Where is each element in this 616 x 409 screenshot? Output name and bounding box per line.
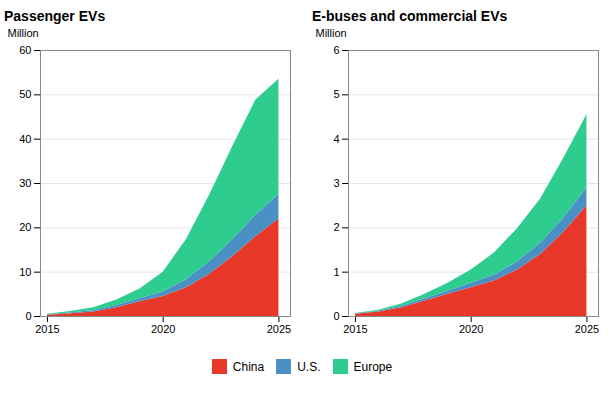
svg-text:2025: 2025 <box>575 323 599 335</box>
html-text:Europe: Europe <box>353 359 393 374</box>
svg-text:4: 4 <box>333 133 339 145</box>
svg-text:2015: 2015 <box>343 323 367 335</box>
svg-text:2020: 2020 <box>151 323 175 335</box>
svg-text:Million: Million <box>8 27 39 39</box>
svg-text:60: 60 <box>19 44 31 56</box>
svg-text:Million: Million <box>316 27 347 39</box>
html-text:E-buses and commercial EVs: E-buses and commercial EVs <box>312 8 508 24</box>
html-text:U.S.: U.S. <box>297 359 321 374</box>
svg-text:30: 30 <box>19 177 31 189</box>
svg-text:6: 6 <box>333 44 339 56</box>
svg-text:20: 20 <box>19 221 31 233</box>
svg-text:3: 3 <box>333 177 339 189</box>
svg-text:50: 50 <box>19 88 31 100</box>
html-text:Passenger EVs: Passenger EVs <box>4 8 106 24</box>
svg-text:2: 2 <box>333 221 339 233</box>
svg-text:10: 10 <box>19 266 31 278</box>
svg-text:0: 0 <box>25 310 31 322</box>
svg-text:1: 1 <box>333 266 339 278</box>
svg-text:40: 40 <box>19 133 31 145</box>
html-text:China: China <box>232 359 265 374</box>
svg-text:2015: 2015 <box>35 323 59 335</box>
svg-text:2025: 2025 <box>267 323 291 335</box>
svg-text:0: 0 <box>333 310 339 322</box>
svg-text:2020: 2020 <box>459 323 483 335</box>
svg-text:5: 5 <box>333 88 339 100</box>
